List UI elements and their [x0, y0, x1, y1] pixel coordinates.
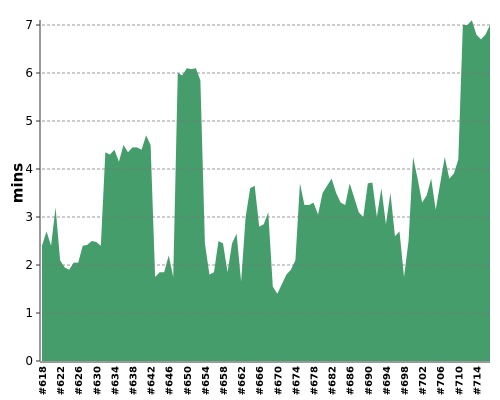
x-tick-label: #714: [472, 366, 483, 395]
x-tick-label: #682: [328, 366, 339, 395]
x-tick-label: #678: [310, 366, 321, 395]
x-tick-label: #658: [219, 366, 230, 395]
x-tick-label: #654: [201, 366, 212, 395]
y-tick-label: 3: [25, 210, 33, 224]
x-tick-label: #686: [346, 366, 357, 395]
y-tick-label: 6: [25, 66, 33, 80]
x-tick-label: #698: [400, 366, 411, 395]
y-axis-label: mins: [9, 163, 27, 203]
y-tick-label: 0: [25, 354, 33, 368]
y-tick-label: 5: [25, 114, 33, 128]
x-tick-label: #646: [165, 366, 176, 395]
x-tick-label: #694: [382, 366, 393, 395]
x-tick-label: #630: [92, 366, 103, 395]
y-tick-label: 1: [25, 306, 33, 320]
x-tick-label: #666: [255, 366, 266, 395]
y-tick-label: 2: [25, 258, 33, 272]
x-tick-label: #642: [147, 366, 158, 395]
area: [42, 20, 490, 361]
x-tick-label: #710: [454, 366, 465, 395]
x-tick-label: #706: [436, 366, 447, 395]
x-tick-label: #702: [418, 366, 429, 395]
x-tick-label: #650: [183, 366, 194, 395]
y-tick-label: 7: [25, 18, 33, 32]
x-tick-label: #622: [56, 366, 67, 395]
x-tick-label: #634: [110, 366, 121, 395]
x-tick-label: #618: [38, 366, 49, 395]
x-tick-label: #626: [74, 366, 85, 395]
x-tick-label: #674: [291, 366, 302, 395]
x-tick-label: #690: [364, 366, 375, 395]
x-tick-label: #670: [273, 366, 284, 395]
x-tick-label: #662: [237, 366, 248, 395]
x-tick-label: #638: [129, 366, 140, 395]
y-tick-label: 4: [25, 162, 33, 176]
